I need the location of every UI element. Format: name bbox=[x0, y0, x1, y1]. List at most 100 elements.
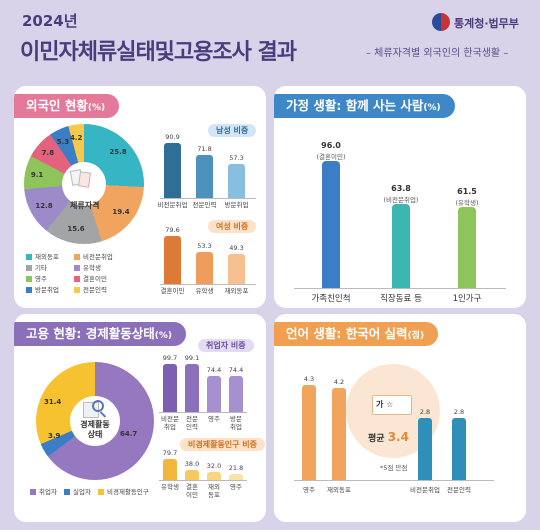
bar-value: 21.8 bbox=[228, 464, 244, 473]
bar-category-label: 영주 bbox=[230, 483, 242, 491]
legend-swatch bbox=[30, 489, 36, 495]
bar bbox=[452, 418, 466, 480]
year-label: 2024년 bbox=[22, 12, 78, 30]
bar-value: 90.9 bbox=[165, 133, 180, 142]
bar-category-label: 재외동포 bbox=[327, 486, 351, 494]
bar-value: 49.3 bbox=[229, 244, 244, 253]
bar-category-label: 비전문취업 bbox=[157, 201, 188, 209]
bar bbox=[207, 376, 221, 412]
taegeuk-emblem-icon bbox=[432, 13, 450, 31]
panel-title-foreigners: 외국인 현황(%) bbox=[14, 94, 120, 118]
bar-baseline bbox=[294, 480, 494, 481]
bar-sublabel: (결혼이민) bbox=[316, 153, 346, 162]
legend-label: 재외동포 bbox=[35, 253, 59, 261]
bar-baseline bbox=[160, 198, 256, 199]
legend-label: 유학생 bbox=[83, 264, 101, 272]
legend-swatch bbox=[74, 265, 80, 271]
bar bbox=[185, 470, 199, 480]
legend-swatch bbox=[74, 276, 80, 282]
bar bbox=[163, 459, 177, 480]
korean-note: *5점 만점 bbox=[380, 464, 408, 472]
korean-average: 평균 3.4 bbox=[368, 430, 409, 444]
legend-swatch bbox=[74, 287, 80, 293]
bar-category-label: 비전문취업 bbox=[410, 486, 440, 494]
bar-baseline bbox=[160, 284, 256, 285]
legend-label: 취업자 bbox=[39, 488, 57, 496]
female-share-pill: 여성 비중 bbox=[208, 220, 257, 233]
bar-category-label: 1인가구 bbox=[452, 294, 482, 304]
bar-baseline bbox=[159, 412, 247, 413]
bar-category-label: 유학생 bbox=[161, 483, 179, 491]
bar-category-label: 가족친인척 bbox=[311, 294, 351, 304]
bar bbox=[164, 143, 181, 198]
donut-slice-value: 31.4 bbox=[44, 398, 62, 406]
legend-swatch bbox=[26, 276, 32, 282]
pie-slice-value: 9.1 bbox=[30, 170, 44, 179]
inactive-share-pill: 비경제활동인구 비중 bbox=[180, 438, 266, 451]
legend-swatch bbox=[64, 489, 70, 495]
bar-category-label: 결혼이민 bbox=[160, 287, 185, 295]
logo-text: 통계청·법무부 bbox=[454, 17, 519, 30]
bar-category-label: 방문취업 bbox=[224, 201, 249, 209]
pie-center-label: 체류자격 bbox=[70, 201, 100, 210]
bar bbox=[322, 161, 340, 288]
bar-category-label: 영주 bbox=[208, 415, 220, 423]
bar-value: 4.3 bbox=[303, 375, 315, 384]
legend-label: 방문취업 bbox=[35, 286, 59, 294]
donut-slice-value: 64.7 bbox=[120, 430, 138, 438]
bar bbox=[332, 387, 346, 480]
pie-slice-value: 15.6 bbox=[67, 225, 85, 234]
bar-baseline bbox=[159, 480, 247, 481]
bar-value: 2.8 bbox=[453, 408, 465, 417]
legend-label: 결혼이민 bbox=[83, 275, 107, 283]
bar bbox=[207, 471, 221, 480]
pie-slice-value: 19.4 bbox=[112, 208, 130, 217]
bar-value: 96.0 bbox=[321, 141, 341, 151]
bar bbox=[458, 206, 476, 288]
legend-label: 전문인력 bbox=[83, 286, 107, 294]
bar-category-label: 전문인력 bbox=[447, 486, 471, 494]
male-share-pill: 남성 비중 bbox=[208, 124, 257, 137]
header: 2024년 이민자체류실태및고용조사 결과 – 체류자격별 외국인의 한국생활 … bbox=[0, 0, 540, 82]
bar-value: 63.8 bbox=[391, 183, 411, 193]
korean-book-icon: 가 ☆ bbox=[366, 395, 418, 435]
bar-category-label: 유학생 bbox=[195, 287, 214, 295]
bar bbox=[196, 252, 213, 284]
bar-value: 61.5 bbox=[457, 186, 477, 196]
bar-value: 4.2 bbox=[333, 377, 345, 386]
legend-swatch bbox=[98, 489, 104, 495]
bar-category-label: 재외동포 bbox=[224, 287, 249, 295]
legend-swatch bbox=[26, 265, 32, 271]
panel-title-employment: 고용 현황: 경제활동상태(%) bbox=[14, 322, 186, 346]
bar-value: 2.8 bbox=[419, 408, 431, 417]
bar bbox=[196, 154, 213, 198]
bar-value: 79.7 bbox=[162, 449, 178, 458]
legend-swatch bbox=[74, 254, 80, 260]
legend-label: 비경제활동인구 bbox=[107, 488, 149, 496]
bar-category-label: 직장동료 등 bbox=[380, 294, 422, 304]
pie-slice-value: 4.2 bbox=[69, 134, 83, 143]
legend-swatch bbox=[26, 287, 32, 293]
bar-value: 79.6 bbox=[165, 226, 180, 235]
bar-value: 74.4 bbox=[206, 366, 222, 375]
bar bbox=[229, 474, 243, 480]
bar bbox=[302, 385, 316, 480]
bar-value: 74.4 bbox=[228, 366, 244, 375]
bar bbox=[228, 254, 245, 284]
korean-average-value: 3.4 bbox=[387, 430, 409, 444]
magnifier-document-icon bbox=[83, 400, 107, 420]
bar-baseline bbox=[294, 288, 506, 289]
pie-slice-value: 7.8 bbox=[41, 149, 55, 158]
bar-value: 53.3 bbox=[197, 242, 212, 251]
bar-category-label: 전문인력 bbox=[192, 201, 217, 209]
employed-share-pill: 취업자 비중 bbox=[198, 339, 254, 352]
bar-value: 99.1 bbox=[184, 354, 200, 363]
legend-swatch bbox=[26, 254, 32, 260]
pie-slice-value: 12.8 bbox=[35, 201, 53, 210]
bar bbox=[392, 203, 410, 288]
pie-slice-value: 25.8 bbox=[109, 148, 127, 157]
bar bbox=[228, 163, 245, 198]
